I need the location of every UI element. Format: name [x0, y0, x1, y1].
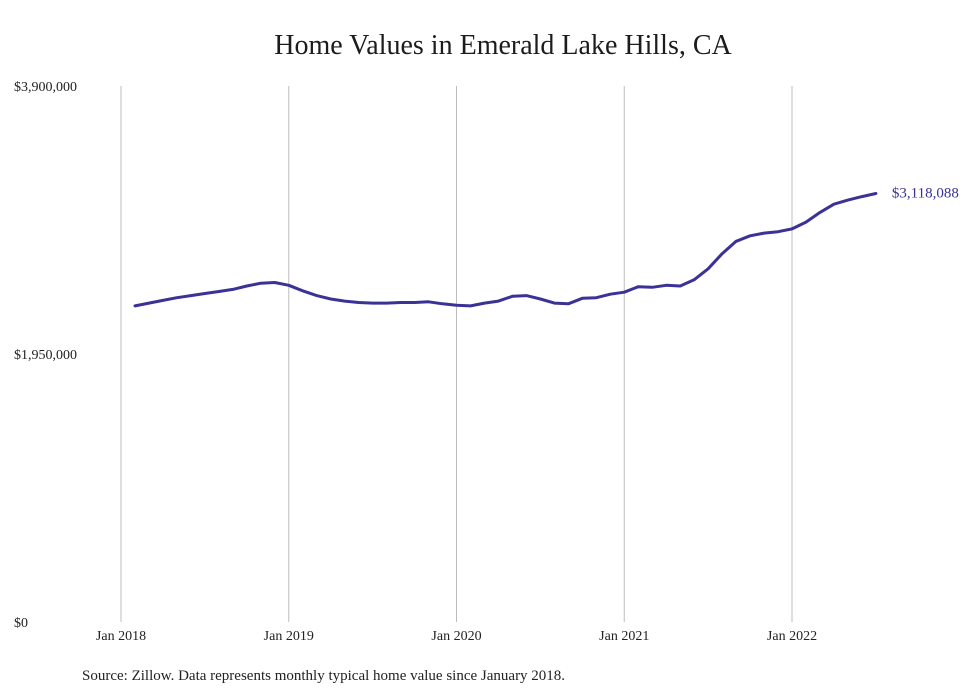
y-tick-label: $0: [14, 616, 28, 631]
x-tick-label: Jan 2022: [767, 629, 817, 644]
source-note: Source: Zillow. Data represents monthly …: [82, 668, 566, 684]
chart-title: Home Values in Emerald Lake Hills, CA: [274, 30, 732, 61]
x-axis: Jan 2018 Jan 2019 Jan 2020 Jan 2021 Jan 2022: [96, 629, 817, 644]
vertical-gridlines: [120, 86, 793, 622]
x-tick-label: Jan 2019: [264, 629, 314, 644]
y-tick-label: $3,900,000: [14, 80, 77, 95]
data-labels: $3,118,088: [892, 185, 959, 201]
y-axis: $0 $1,950,000 $3,900,000: [14, 80, 77, 631]
end-value-label: $3,118,088: [892, 185, 959, 201]
x-tick-label: Jan 2021: [599, 629, 649, 644]
x-tick-label: Jan 2018: [96, 629, 146, 644]
series-line-0: [133, 192, 878, 308]
series-layer: [133, 192, 878, 308]
x-tick-label: Jan 2020: [431, 629, 481, 644]
y-tick-label: $1,950,000: [14, 348, 77, 363]
